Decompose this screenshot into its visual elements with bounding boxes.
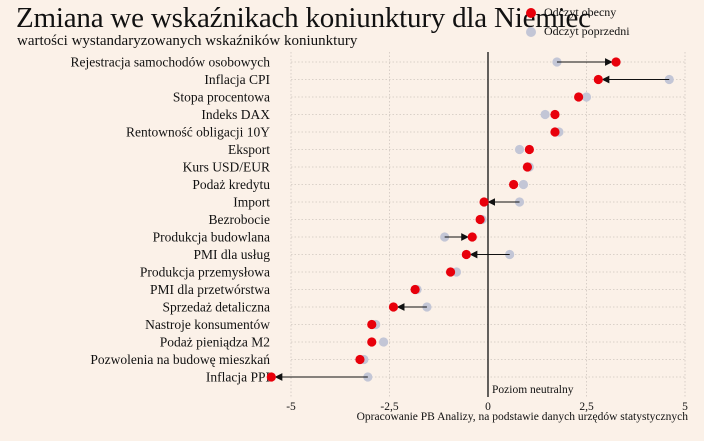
category-label: Pozwolenia na budowę mieszkań <box>90 352 270 367</box>
previous-point <box>514 144 525 155</box>
category-label: Podaż kredytu <box>192 177 270 192</box>
current-point <box>355 354 365 365</box>
legend: Odczyt obecny Odczyt poprzedni <box>526 3 630 41</box>
category-label: Nastroje konsumentów <box>145 317 270 332</box>
previous-point <box>581 92 592 102</box>
category-label: Import <box>233 195 270 210</box>
category-label: Podaż pieniądza M2 <box>160 335 270 350</box>
category-label: Eksport <box>228 142 270 157</box>
current-point <box>388 302 399 312</box>
current-point <box>445 267 456 277</box>
legend-item-current: Odczyt obecny <box>526 3 630 22</box>
category-label: Inflacja PPI <box>206 370 271 385</box>
current-point <box>611 57 621 67</box>
category-label: Inflacja CPI <box>204 72 270 87</box>
current-point <box>266 372 276 382</box>
chart-title: Zmiana we wskaźnikach koniunktury dla Ni… <box>16 2 591 34</box>
current-point <box>467 232 477 242</box>
current-point <box>550 109 560 120</box>
source-note: Opracowanie PB Analizy, na podstawie dan… <box>356 411 688 423</box>
legend-dot-previous-icon <box>526 26 536 37</box>
neutral-annotation: Poziom neutralny <box>492 384 574 396</box>
previous-point <box>518 179 529 190</box>
category-label: Bezrobocie <box>209 212 270 227</box>
category-label: Sprzedaż detaliczna <box>162 300 270 315</box>
current-point <box>550 127 560 137</box>
current-point <box>524 144 534 155</box>
category-label: PMI dla usług <box>193 247 270 262</box>
category-label: Indeks DAX <box>201 107 270 122</box>
x-tick-label: 5 <box>682 401 688 413</box>
legend-label-current: Odczyt obecny <box>544 5 617 19</box>
category-label: Rentowność obligacji 10Y <box>126 125 270 140</box>
x-tick-label: 2,5 <box>579 401 594 413</box>
legend-dot-current-icon <box>526 7 536 18</box>
current-point <box>461 249 471 260</box>
current-point <box>522 162 533 172</box>
x-tick-label: 0 <box>485 401 491 413</box>
current-point <box>367 319 377 330</box>
category-label: Produkcja budowlana <box>153 230 270 245</box>
previous-point <box>378 337 389 347</box>
current-point <box>574 92 584 102</box>
category-label: Stopa procentowa <box>173 90 270 105</box>
current-point <box>479 197 489 207</box>
category-label: Kurs USD/EUR <box>183 160 270 175</box>
x-tick-label: -5 <box>286 401 296 413</box>
current-point <box>475 214 485 225</box>
previous-point <box>540 109 550 120</box>
category-label: PMI dla przetwórstwa <box>150 282 270 297</box>
current-point <box>593 74 603 85</box>
chart-subtitle: wartości wystandaryzowanych wskaźników k… <box>17 33 358 49</box>
current-point <box>410 284 420 295</box>
category-label: Rejestracja samochodów osobowych <box>71 55 271 70</box>
legend-label-previous: Odczyt poprzedni <box>544 24 630 38</box>
current-point <box>509 179 519 190</box>
current-point <box>367 337 377 347</box>
category-label: Produkcja przemysłowa <box>140 265 270 280</box>
x-tick-label: -2,5 <box>380 401 398 413</box>
legend-item-previous: Odczyt poprzedni <box>526 22 630 41</box>
